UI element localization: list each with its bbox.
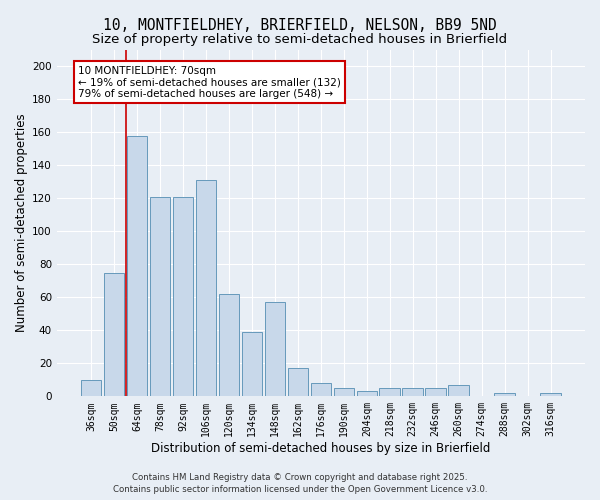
Text: Size of property relative to semi-detached houses in Brierfield: Size of property relative to semi-detach… xyxy=(92,34,508,46)
Text: 10 MONTFIELDHEY: 70sqm
← 19% of semi-detached houses are smaller (132)
79% of se: 10 MONTFIELDHEY: 70sqm ← 19% of semi-det… xyxy=(78,66,341,99)
Bar xyxy=(81,380,101,396)
Text: 10, MONTFIELDHEY, BRIERFIELD, NELSON, BB9 5ND: 10, MONTFIELDHEY, BRIERFIELD, NELSON, BB… xyxy=(103,18,497,32)
Bar xyxy=(265,302,285,396)
Bar xyxy=(196,180,217,396)
Bar xyxy=(311,383,331,396)
Text: Contains HM Land Registry data © Crown copyright and database right 2025.
Contai: Contains HM Land Registry data © Crown c… xyxy=(113,472,487,494)
Bar xyxy=(287,368,308,396)
Bar xyxy=(127,136,148,396)
Bar xyxy=(173,197,193,396)
X-axis label: Distribution of semi-detached houses by size in Brierfield: Distribution of semi-detached houses by … xyxy=(151,442,491,455)
Bar xyxy=(541,393,561,396)
Bar xyxy=(494,393,515,396)
Bar xyxy=(448,385,469,396)
Bar xyxy=(104,272,124,396)
Bar xyxy=(150,197,170,396)
Bar xyxy=(425,388,446,396)
Bar xyxy=(403,388,423,396)
Bar xyxy=(334,388,354,396)
Bar xyxy=(242,332,262,396)
Bar xyxy=(356,392,377,396)
Bar xyxy=(218,294,239,396)
Bar xyxy=(379,388,400,396)
Y-axis label: Number of semi-detached properties: Number of semi-detached properties xyxy=(15,114,28,332)
